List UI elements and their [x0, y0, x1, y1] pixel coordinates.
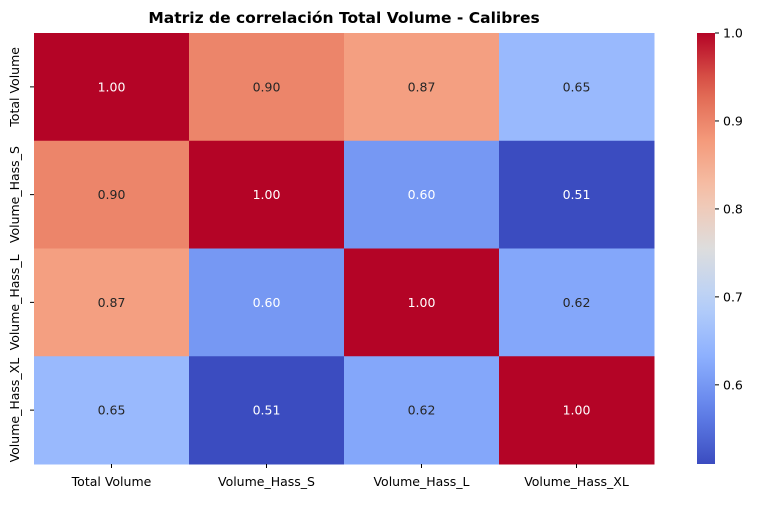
- cell-value-label: 0.90: [253, 79, 281, 94]
- colorbar-tick-label: 0.9: [723, 113, 743, 128]
- cell-value-label: 0.90: [98, 187, 126, 202]
- cell-value-label: 0.87: [408, 79, 436, 94]
- heatmap-cell: [34, 356, 190, 465]
- cell-value-label: 0.51: [563, 187, 591, 202]
- cell-value-label: 0.60: [253, 295, 281, 310]
- heatmap-cell: [189, 33, 345, 142]
- cell-value-label: 0.87: [98, 295, 126, 310]
- colorbar-tick-label: 0.8: [723, 201, 743, 216]
- cell-value-label: 0.62: [563, 295, 591, 310]
- x-tick-label: Volume_Hass_L: [373, 474, 469, 489]
- heatmap-cell: [34, 140, 190, 249]
- heatmap-cell: [499, 140, 655, 249]
- heatmap-cell: [499, 248, 655, 357]
- x-axis: Total Volume Volume_Hass_S Volume_Hass_L Vo…: [71, 464, 629, 489]
- heatmap-cell: [499, 356, 655, 465]
- heatmap-cell: [189, 356, 345, 465]
- cell-value-label: 1.00: [98, 79, 126, 94]
- heatmap-cell: [499, 33, 655, 142]
- y-tick-label: Volume_Hass_XL: [7, 358, 22, 463]
- heatmap-cell: [344, 248, 500, 357]
- heatmap-cell: [34, 248, 190, 357]
- heatmap-cell: [189, 248, 345, 357]
- cell-value-label: 0.65: [563, 79, 591, 94]
- y-tick-label: Volume_Hass_S: [7, 146, 22, 243]
- heatmap-cell: [344, 356, 500, 465]
- colorbar-tick-label: 0.7: [723, 289, 743, 304]
- x-tick-label: Total Volume: [71, 474, 152, 489]
- cell-value-label: 0.62: [408, 403, 436, 418]
- colorbar: [697, 33, 715, 464]
- cell-value-label: 1.00: [253, 187, 281, 202]
- y-tick-label: Total Volume: [7, 47, 22, 128]
- heatmap-cell: [344, 33, 500, 142]
- heatmap-cell: [34, 33, 190, 142]
- chart-title: Matriz de correlación Total Volume - Cal…: [148, 9, 539, 27]
- y-tick-label: Volume_Hass_L: [7, 254, 22, 350]
- x-tick-label: Volume_Hass_XL: [524, 474, 629, 489]
- cell-value-label: 0.51: [253, 403, 281, 418]
- colorbar-tick-label: 0.6: [723, 377, 743, 392]
- cell-value-label: 1.00: [408, 295, 436, 310]
- cell-value-label: 0.65: [98, 403, 126, 418]
- heatmap-cells: 1.00 0.90 0.87 0.65 0.90 1.00 0.60 0.51 0.87 0.60…: [34, 33, 655, 465]
- cell-value-label: 1.00: [563, 403, 591, 418]
- heatmap-cell: [344, 140, 500, 249]
- heatmap-cell: [189, 140, 345, 249]
- y-axis: Total Volume Volume_Hass_S Volume_Hass_L Vo…: [7, 47, 34, 463]
- cell-value-label: 0.60: [408, 187, 436, 202]
- colorbar-tick-label: 1.0: [723, 26, 743, 41]
- colorbar-axis: 0.6 0.7 0.8 0.9 1.0: [715, 26, 743, 392]
- x-tick-label: Volume_Hass_S: [218, 474, 315, 489]
